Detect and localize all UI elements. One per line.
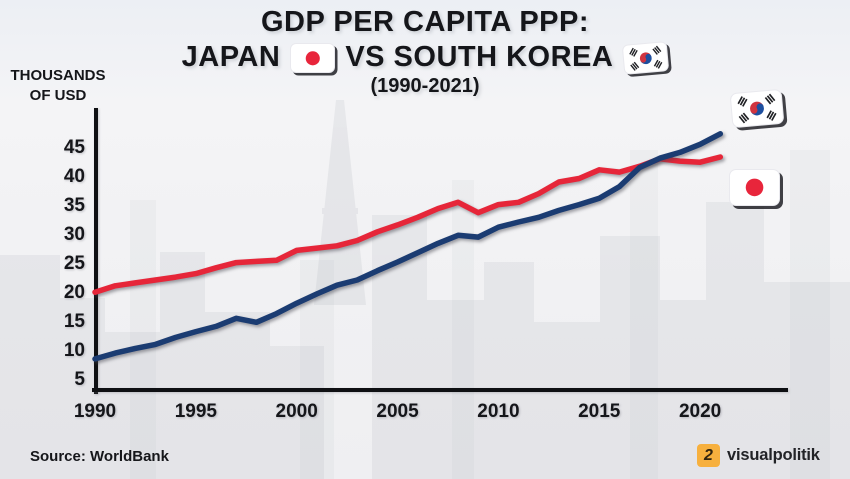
y-tick-label: 15 <box>64 311 86 332</box>
legend-south-korea-flag-icon <box>729 88 785 129</box>
visualpolitik-logo-icon: 2 <box>697 444 720 467</box>
japan-flag-icon <box>290 42 336 73</box>
south-korea-line <box>92 131 724 362</box>
title-vs-south-korea-label: VS SOUTH KOREA <box>345 41 614 74</box>
south-korea-flag-icon <box>622 40 670 75</box>
title-japan-label: JAPAN <box>181 41 281 74</box>
visualpolitik-logo-text: visualpolitik <box>727 446 820 464</box>
title-line-2: JAPAN VS SOUTH KOREA <box>0 40 850 75</box>
x-tick-label: 1990 <box>74 401 116 422</box>
x-tick-label: 2020 <box>679 401 721 422</box>
title-line-1: GDP PER CAPITA PPP: <box>260 6 590 38</box>
y-tick-label: 5 <box>74 369 85 390</box>
y-axis-unit-label: THOUSANDS OF USD <box>0 66 116 105</box>
y-tick-label: 10 <box>64 340 85 361</box>
y-tick-label: 35 <box>64 195 86 216</box>
x-tick-label: 2005 <box>376 401 419 422</box>
y-tick-label: 30 <box>64 224 85 245</box>
y-tick-label: 20 <box>64 282 85 303</box>
x-tick-label: 1995 <box>175 401 218 422</box>
chart-title-block: GDP PER CAPITA PPP: JAPAN VS SOUTH KOREA <box>0 6 850 98</box>
source-label: Source: WorldBank <box>30 448 169 465</box>
title-line-3: (1990-2021) <box>370 75 480 98</box>
y-axis-unit-line-2: OF USD <box>29 86 87 104</box>
y-tick-label: 45 <box>64 137 86 158</box>
x-tick-label: 2015 <box>578 401 621 422</box>
y-tick-label: 25 <box>64 253 86 274</box>
visualpolitik-logo: 2 visualpolitik <box>697 444 820 467</box>
x-tick-label: 2010 <box>477 401 519 422</box>
y-tick-label: 40 <box>64 166 85 187</box>
legend-japan-flag-icon <box>729 169 780 206</box>
y-axis-unit-line-1: THOUSANDS <box>10 67 106 84</box>
japan-line <box>92 154 724 295</box>
x-tick-label: 2000 <box>276 401 318 422</box>
